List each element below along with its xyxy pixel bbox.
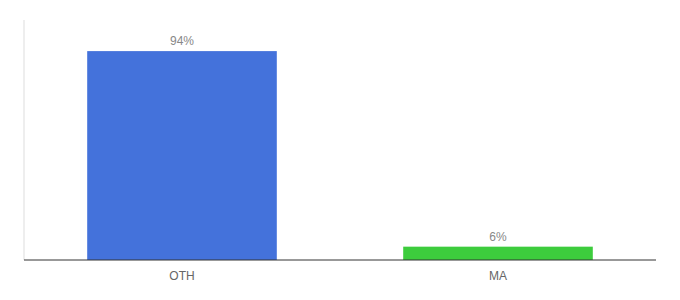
x-axis-line [24,260,656,261]
x-tick-label: MA [489,269,507,283]
x-tick-label: OTH [169,269,194,283]
bars [87,51,593,260]
chart-container: 94% 6% OTH MA [0,0,680,300]
y-axis-line [24,20,25,260]
data-label: 6% [489,230,507,244]
chart-svg: 94% 6% OTH MA [0,0,680,300]
data-label: 94% [170,34,194,48]
bar [87,51,277,260]
bar [403,247,593,260]
